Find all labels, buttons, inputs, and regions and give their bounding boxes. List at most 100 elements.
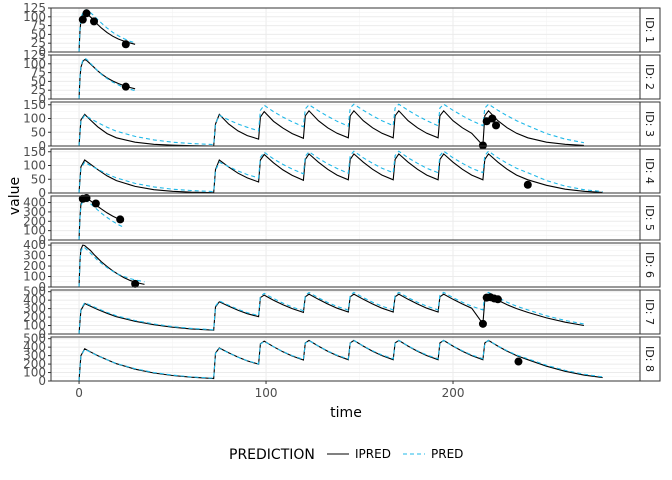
y-tick-label: 100 [23,270,46,284]
y-tick-label: 400 [23,293,46,307]
y-axis-title: value [7,177,23,215]
y-tick-label: 150 [23,145,46,159]
y-tick-label: 0 [38,280,46,294]
series-line-pred [78,199,125,241]
y-tick-label: 400 [23,340,46,354]
y-tick-label: 500 [23,285,46,299]
x-axis-title: time [330,405,362,421]
panel-background [51,290,640,334]
y-tick-label: 75 [31,19,46,33]
legend: PREDICTION IPRED PRED [229,447,463,463]
y-tick-label: 100 [23,366,46,380]
y-tick-label: 0 [38,374,46,388]
observation-point [91,199,100,208]
observation-point [478,141,487,150]
y-tick-label: 300 [23,249,46,263]
y-tick-label: 0 [38,92,46,106]
x-tick-label: 100 [255,386,278,400]
y-tick-label: 200 [23,259,46,273]
legend-title: PREDICTION [229,447,315,463]
y-tick-label: 200 [23,357,46,371]
observation-point [116,215,125,224]
y-tick-label: 0 [38,45,46,59]
strip-background [639,289,661,335]
y-tick-label: 0 [38,186,46,200]
observation-point [78,15,87,24]
y-tick-label: 50 [31,125,46,139]
observation-point [488,114,497,123]
x-axis: 0 100 200 [75,381,464,400]
observation-point [523,180,532,189]
y-tick-label: 50 [31,172,46,186]
y-tick-label: 25 [31,36,46,50]
strip-label: ID: 6 [643,252,656,278]
strip-background [639,148,661,194]
observation-point [492,121,501,130]
observation-point [478,319,487,328]
y-tick-label: 0 [38,327,46,341]
panel-background [51,102,640,146]
y-tick-label: 100 [23,319,46,333]
strip-label: ID: 5 [643,205,656,231]
y-tick-label: 300 [23,349,46,363]
y-tick-label: 500 [23,332,46,346]
strip-background [639,195,661,241]
y-tick-label: 25 [31,83,46,97]
y-tick-label: 150 [23,98,46,112]
x-tick-label: 200 [442,386,465,400]
y-tick-label: 300 [23,302,46,316]
strip-background [639,7,661,53]
series-line-pred [78,57,136,100]
observation-point [121,40,130,49]
strip-label: ID: 2 [643,64,656,90]
series-line-ipred [78,109,584,147]
strip-background [639,242,661,288]
legend-label-pred: PRED [431,447,463,461]
strip-background [639,54,661,100]
panel-background [51,196,640,240]
strip-background [639,336,661,382]
y-tick-label: 400 [23,238,46,252]
strip-label: ID: 1 [643,17,656,43]
y-tick-label: 125 [23,1,46,15]
y-tick-label: 125 [23,48,46,62]
y-tick-label: 50 [31,74,46,88]
legend-label-ipred: IPRED [355,447,391,461]
strip-label: ID: 3 [643,111,656,137]
y-tick-label: 100 [23,159,46,173]
series-line-pred [78,103,585,147]
observation-point [82,194,91,203]
y-tick-label: 200 [23,214,46,228]
y-tick-label: 400 [23,196,46,210]
y-tick-label: 100 [23,224,46,238]
y-tick-label: 75 [31,66,46,80]
series-line-ipred [78,293,584,335]
y-tick-label: 200 [23,310,46,324]
y-tick-label: 50 [31,27,46,41]
observation-point [493,295,502,304]
series-line-ipred [78,153,603,194]
y-tick-label: 300 [23,205,46,219]
series-line-pred [78,339,603,382]
y-tick-label: 100 [23,10,46,24]
strip-background [639,101,661,147]
strip-label: ID: 4 [643,158,656,184]
series-line-pred [78,246,145,288]
observation-point [514,357,523,366]
observation-point [82,9,91,18]
strip-label: ID: 8 [643,346,656,372]
strip-label: ID: 7 [643,299,656,325]
y-tick-label: 100 [23,112,46,126]
y-tick-label: 100 [23,57,46,71]
series-line-pred [78,9,136,53]
observation-point [131,279,140,288]
y-tick-label: 0 [38,139,46,153]
